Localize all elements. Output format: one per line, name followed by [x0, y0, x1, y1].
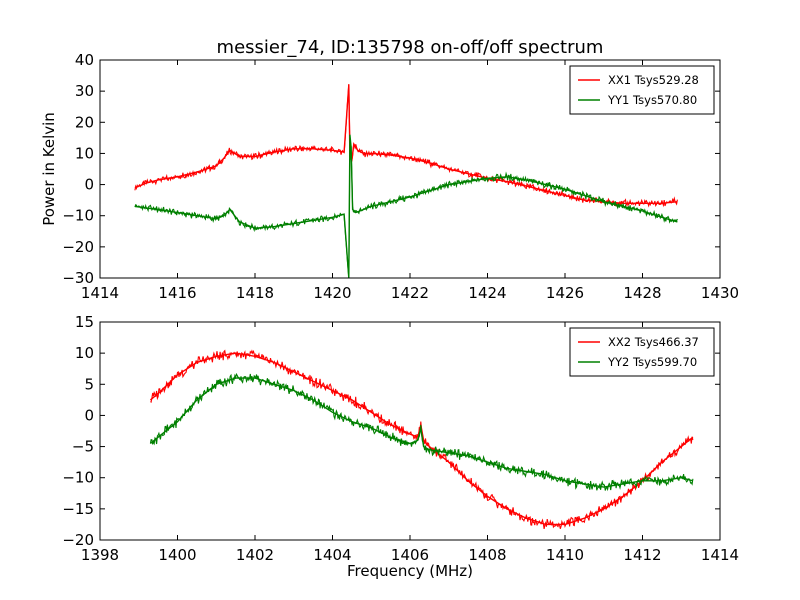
x-tick-label: 1426	[546, 284, 584, 302]
y-tick-label: 10	[75, 344, 94, 362]
top-panel: 1414 1416 1418 1420 1422 1424 1426 1428 1430 −30 −…	[62, 51, 739, 302]
y-tick-label: −15	[62, 500, 94, 518]
y-tick-label: −5	[72, 438, 94, 456]
x-tick-label: 1412	[623, 546, 661, 564]
y-tick-label: −10	[62, 207, 94, 225]
y-tick-label: −20	[62, 238, 94, 256]
legend-label: YY1 Tsys570.80	[607, 93, 697, 107]
bottom-panel: 1398 1400 1402 1404 1406 1408 1410 1412 1414 −20 −…	[62, 313, 739, 564]
x-tick-label: 1408	[468, 546, 506, 564]
y-tick-label: 0	[84, 176, 94, 194]
x-tick-label: 1414	[701, 546, 739, 564]
y-tick-label: 40	[75, 51, 94, 69]
x-tick-label: 1400	[158, 546, 196, 564]
legend-label: YY2 Tsys599.70	[607, 355, 697, 369]
y-tick-label: 20	[75, 113, 94, 131]
chart-title: messier_74, ID:135798 on-off/off spectru…	[217, 37, 604, 58]
x-tick-label: 1428	[623, 284, 661, 302]
x-tick-label: 1410	[546, 546, 584, 564]
x-tick-label: 1422	[391, 284, 429, 302]
x-tick-label: 1416	[158, 284, 196, 302]
x-tick-label: 1402	[236, 546, 274, 564]
x-tick-label: 1430	[701, 284, 739, 302]
legend-label: XX1 Tsys529.28	[608, 73, 699, 87]
legend: XX1 Tsys529.28 YY1 Tsys570.80	[569, 65, 715, 115]
x-axis-label: Frequency (MHz)	[347, 562, 473, 580]
y-axis-label: Power in Kelvin	[40, 112, 58, 226]
x-tick-label: 1398	[81, 546, 119, 564]
y-tick-label: 10	[75, 144, 94, 162]
y-tick-label: −10	[62, 469, 94, 487]
x-tick-label: 1424	[468, 284, 506, 302]
x-tick-label: 1404	[313, 546, 351, 564]
y-tick-label: 15	[75, 313, 94, 331]
series-trend-2-1	[149, 352, 694, 526]
series-trend-2-2	[149, 377, 694, 488]
y-tick-label: 0	[84, 406, 94, 424]
y-tick-label: 5	[84, 375, 94, 393]
x-tick-label: 1420	[313, 284, 351, 302]
x-tick-label: 1414	[81, 284, 119, 302]
x-tick-label: 1418	[236, 284, 274, 302]
y-tick-label: 30	[75, 82, 94, 100]
y-tick-label: −20	[62, 531, 94, 549]
legend: XX2 Tsys466.37 YY2 Tsys599.70	[569, 327, 715, 377]
series-trend-1-1	[134, 84, 678, 204]
legend-label: XX2 Tsys466.37	[608, 335, 699, 349]
series-trend-1-2	[134, 134, 678, 278]
x-tick-label: 1406	[391, 546, 429, 564]
y-tick-label: −30	[62, 269, 94, 287]
